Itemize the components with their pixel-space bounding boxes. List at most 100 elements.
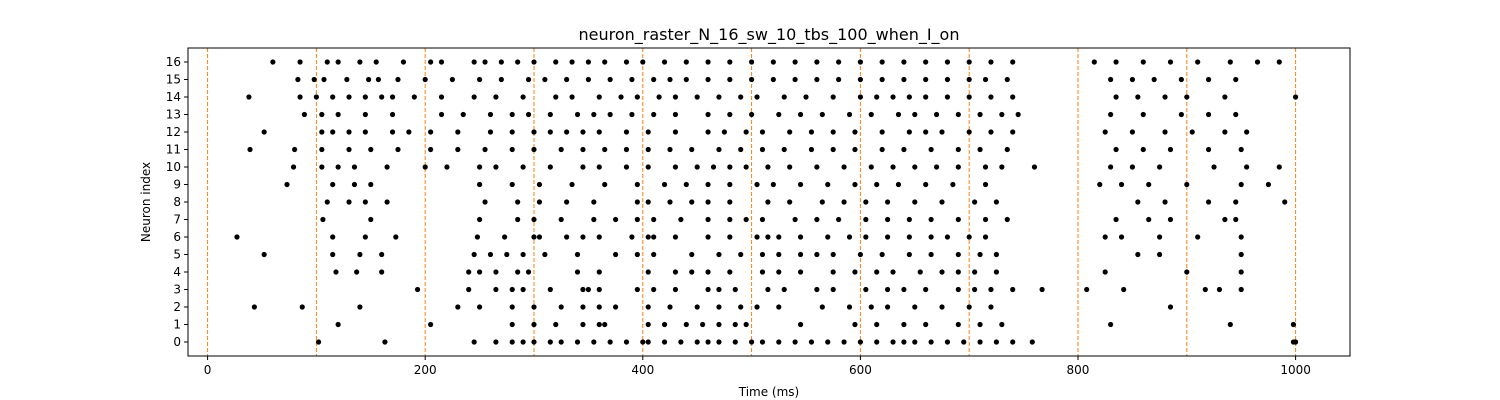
spike-point [1135,251,1141,258]
spike-point [623,339,630,345]
spike-point [569,59,575,65]
spike-point [1167,216,1174,223]
spike-point [476,76,483,83]
spike-point [1292,339,1299,345]
spike-point [917,269,923,275]
spike-point [645,339,651,345]
spike-point [982,216,989,223]
spike-point [884,286,891,293]
spike-point [819,199,825,205]
spike-point [1121,286,1127,293]
spike-point [1238,181,1244,188]
spike-point [498,76,504,83]
spike-point [645,304,651,310]
spike-point [705,76,711,83]
spike-point [1222,129,1228,135]
spike-point [525,269,532,275]
spike-point [846,234,853,240]
spike-point [1233,111,1239,118]
spike-point [923,286,929,293]
spike-point [1084,286,1090,293]
spike-point [1290,321,1297,328]
spike-point [504,251,510,258]
spike-point [422,76,428,83]
spike-point [939,199,945,205]
spike-point [982,234,989,240]
spike-point [471,59,477,65]
spike-point [727,111,733,118]
spike-point [261,129,267,135]
spike-point [487,251,494,258]
spike-point [438,94,445,100]
spike-point [966,304,972,310]
spike-point [754,304,760,310]
spike-point [400,59,407,65]
spike-point [261,251,267,258]
spike-point [362,129,368,135]
spike-point [444,164,450,170]
spike-point [536,181,543,188]
spike-point [645,321,651,328]
spike-point [596,269,602,275]
spike-point [923,321,929,328]
spike-point [830,269,836,275]
spike-point [797,111,804,118]
spike-point [531,321,537,328]
spike-point [1233,76,1239,83]
spike-point [602,146,608,153]
spike-point [333,269,339,275]
spike-point [716,94,722,100]
spike-point [977,321,983,328]
spike-point [564,234,570,240]
spike-point [634,199,640,205]
spike-point [797,269,804,275]
spike-point [596,94,602,100]
spike-point [841,339,847,345]
x-tick-label: 200 [414,363,437,377]
spike-point [607,339,613,345]
spike-point [1108,111,1114,118]
spike-point [580,234,586,240]
spike-point [596,234,602,240]
spike-point [912,304,918,310]
spike-point [825,339,831,345]
spike-point [901,339,907,345]
spike-point [580,321,586,328]
spike-point [792,59,798,65]
spike-point [574,251,581,258]
spike-point [476,164,483,170]
spike-point [449,76,455,83]
spike-point [1029,339,1035,345]
spike-point [1205,111,1212,118]
spike-point [939,304,945,310]
spike-point [564,199,570,205]
spike-point [515,269,521,275]
spike-point [754,94,760,100]
spike-point [1091,59,1097,65]
spike-point [498,59,504,65]
spike-point [716,146,722,153]
spike-point [901,59,907,65]
spike-point [895,181,902,188]
spike-point [335,321,341,328]
spike-point [493,269,499,275]
spike-point [509,339,515,345]
spike-point [1108,76,1114,83]
spike-point [651,76,657,83]
spike-point [705,199,711,205]
spike-point [1178,111,1184,118]
spike-point [759,216,766,223]
spike-point [351,164,358,170]
spike-point [438,111,445,118]
spike-point [406,129,412,135]
spike-point [890,269,896,275]
spike-point [727,181,733,188]
spike-point [542,76,548,83]
y-tick-label: 4 [173,265,181,279]
spike-point [384,199,390,205]
spike-point [689,199,695,205]
spike-point [656,94,662,100]
spike-point [928,251,934,258]
spike-point [857,339,863,345]
spike-point [375,76,382,83]
